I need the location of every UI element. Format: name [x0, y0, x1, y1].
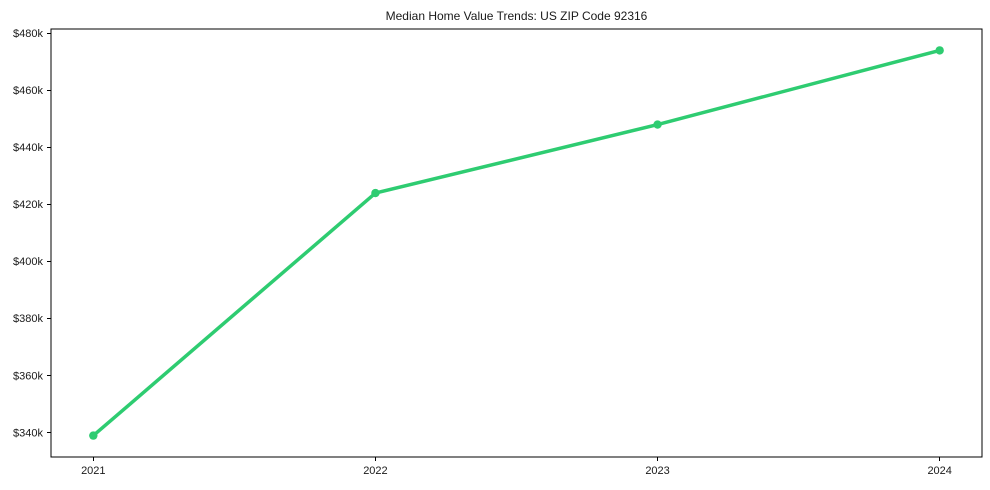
x-axis-tick-label: 2022	[363, 465, 387, 477]
y-axis-tick-label: $400k	[13, 256, 43, 268]
y-axis-tick-label: $380k	[13, 313, 43, 325]
y-axis-tick-label: $360k	[13, 370, 43, 382]
y-axis-tick-label: $420k	[13, 199, 43, 211]
y-axis-tick-label: $340k	[13, 427, 43, 439]
data-point-2023	[653, 120, 662, 129]
y-axis-tick-label: $440k	[13, 142, 43, 154]
plot-border	[50, 28, 983, 458]
trend-line	[91, 48, 942, 438]
data-point-2022	[371, 188, 380, 198]
data-point-2021	[89, 431, 98, 440]
x-axis-tick-label: 2023	[645, 465, 669, 477]
chart-title: Median Home Value Trends: US ZIP Code 92…	[385, 9, 648, 23]
x-axis-tick-label: 2021	[81, 465, 105, 477]
data-point-2024	[935, 46, 944, 55]
x-axis-tick-label: 2024	[927, 465, 951, 477]
y-axis-tick-label: $480k	[13, 28, 43, 40]
y-axis-tick-label: $460k	[13, 85, 43, 97]
